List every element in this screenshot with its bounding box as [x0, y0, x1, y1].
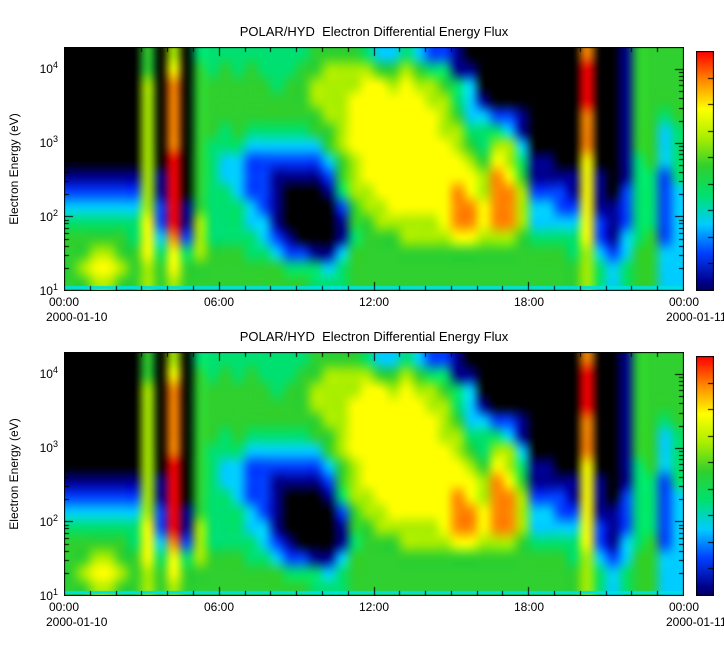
y-tick-label: 102 [39, 513, 58, 530]
x-tick-label: 18:00 [513, 295, 545, 309]
x-tick-label: 06:00 [203, 600, 235, 614]
chart-title: POLAR/HYD Electron Differential Energy F… [239, 329, 509, 344]
x-tick-label: 00:00 [668, 295, 700, 309]
date-label-right: 2000-01-11 [666, 310, 724, 324]
y-tick-label: 104 [39, 60, 58, 77]
spectrogram-heatmap [64, 47, 684, 291]
spectrogram-heatmap [64, 352, 684, 596]
colorbar [696, 51, 714, 291]
x-tick-label: 12:00 [358, 600, 390, 614]
x-tick-label: 18:00 [513, 600, 545, 614]
chart-title: POLAR/HYD Electron Differential Energy F… [239, 24, 509, 39]
y-tick-label: 103 [39, 134, 58, 151]
x-tick-label: 12:00 [358, 295, 390, 309]
date-label-left: 2000-01-10 [46, 310, 108, 324]
date-label-right: 2000-01-11 [666, 615, 724, 629]
x-tick-label: 06:00 [203, 295, 235, 309]
y-tick-label: 102 [39, 208, 58, 225]
spectrogram-panel-bottom: POLAR/HYD Electron Differential Energy F… [0, 305, 724, 637]
y-tick-label: 101 [39, 282, 58, 298]
date-label-left: 2000-01-10 [46, 615, 108, 629]
spectrogram-panel-top: POLAR/HYD Electron Differential Energy F… [7, 24, 724, 324]
x-tick-label: 00:00 [48, 600, 80, 614]
y-tick-label: 103 [39, 439, 58, 456]
x-tick-label: 00:00 [668, 600, 700, 614]
x-tick-label: 00:00 [48, 295, 80, 309]
y-tick-label: 104 [39, 365, 58, 382]
y-tick-label: 101 [39, 587, 58, 603]
colorbar [696, 356, 714, 596]
